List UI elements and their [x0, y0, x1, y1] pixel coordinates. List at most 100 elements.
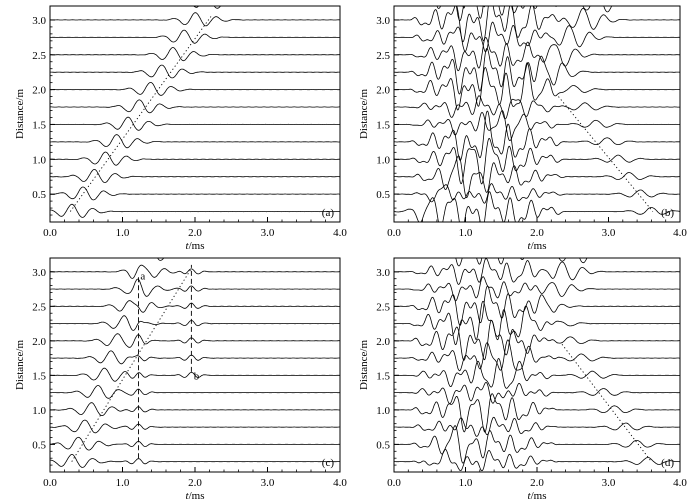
x-axis-label-unit: /ms — [189, 240, 205, 252]
x-tick-label: 1.0 — [116, 477, 130, 489]
x-axis-label-var: t — [186, 490, 190, 501]
x-tick-label: 4.0 — [673, 477, 687, 489]
x-axis-label-unit: /ms — [531, 490, 547, 501]
traces — [50, 6, 340, 218]
panel-d: 0.0 1.0 2.0 3.0 4.0 0.5 1.0 1.5 2.0 2.5 3.0 t/ms Dis… — [358, 257, 687, 501]
trace-1 — [394, 449, 680, 472]
plot-frame — [393, 5, 681, 223]
trace-9 — [50, 315, 340, 331]
annotation-a: a — [140, 270, 145, 282]
panel-c: 0.0 1.0 2.0 3.0 4.0 0.5 1.0 1.5 2.0 2.5 3.0 t/ms Dis… — [14, 257, 347, 501]
trace-6 — [394, 358, 680, 389]
trace-10 — [50, 47, 340, 62]
x-tick-label: 3.0 — [261, 477, 275, 489]
traces — [394, 6, 680, 222]
y-tick-label: 3.0 — [32, 15, 46, 27]
x-tick-label: 2.0 — [530, 477, 544, 489]
x-tick-label: 2.0 — [530, 227, 544, 239]
trace-9 — [394, 47, 680, 95]
trace-7 — [394, 339, 680, 372]
trace-7 — [50, 99, 340, 114]
trace-12 — [50, 264, 340, 279]
x-tick-label: 3.0 — [602, 227, 616, 239]
trace-7 — [394, 95, 680, 120]
y-tick-label: 0.5 — [376, 439, 390, 451]
x-tick-label: 3.0 — [261, 227, 275, 239]
y-tick-label: 0.5 — [32, 189, 46, 201]
y-tick-label: 1.0 — [32, 154, 46, 166]
dotted-guide-line — [69, 16, 212, 212]
trace-3 — [50, 419, 340, 434]
x-tick-label: 1.0 — [459, 477, 473, 489]
trace-12 — [50, 12, 340, 27]
y-axis-label: Distance/m — [358, 89, 370, 140]
trace-11 — [50, 29, 340, 44]
trace-8 — [394, 62, 680, 111]
panel-label: (c) — [322, 457, 335, 469]
panel-label: (a) — [322, 207, 335, 219]
x-tick-label: 2.0 — [188, 477, 202, 489]
y-tick-label: 3.0 — [376, 267, 390, 279]
x-tick-label: 1.0 — [116, 227, 130, 239]
dotted-guide-line — [71, 268, 192, 462]
x-axis-label-var: t — [186, 240, 190, 252]
x-tick-label: 0.0 — [387, 227, 401, 239]
trace-10 — [394, 36, 680, 72]
trace-11 — [394, 276, 680, 302]
x-axis-label: t/ms — [528, 240, 547, 252]
x-tick-label: 4.0 — [333, 227, 347, 239]
y-tick-label: 2.0 — [32, 85, 46, 97]
trace-9 — [394, 300, 680, 346]
trace-6 — [50, 367, 340, 382]
trace-4 — [50, 151, 340, 166]
x-axis-label: t/ms — [186, 490, 205, 501]
x-tick-label: 0.0 — [43, 227, 57, 239]
trace-6 — [394, 110, 680, 141]
x-tick-label: 0.0 — [43, 477, 57, 489]
trace-1 — [394, 191, 680, 222]
trace-2 — [394, 425, 680, 464]
trace-6 — [50, 116, 340, 131]
x-axis-label-unit: /ms — [189, 490, 205, 501]
y-tick-label: 1.0 — [376, 405, 390, 417]
panel-b: 0.0 1.0 2.0 3.0 4.0 0.5 1.0 1.5 2.0 2.5 3.0 t/ms Dis… — [358, 5, 687, 252]
trace-5 — [394, 110, 680, 161]
x-axis-label-var: t — [528, 240, 532, 252]
x-tick-label: 4.0 — [673, 227, 687, 239]
trace-3 — [394, 155, 680, 199]
trace-2 — [50, 186, 340, 201]
x-tick-label: 2.0 — [188, 227, 202, 239]
trace-3 — [50, 169, 340, 183]
y-tick-label: 1.5 — [376, 370, 390, 382]
trace-10 — [50, 300, 340, 313]
trace-5 — [50, 385, 340, 399]
trace-12 — [394, 258, 680, 285]
trace-11 — [394, 21, 680, 53]
trace-13 — [193, 6, 221, 9]
trace-4 — [394, 137, 680, 185]
x-axis-label: t/ms — [528, 490, 547, 501]
y-tick-label: 1.5 — [32, 370, 46, 382]
y-axis-label: Distance/m — [14, 89, 26, 140]
panel-label: (b) — [661, 207, 674, 219]
trace-8 — [394, 320, 680, 361]
y-tick-label: 3.0 — [376, 15, 390, 27]
trace-5 — [50, 134, 340, 149]
plot-frame — [49, 257, 341, 473]
trace-8 — [50, 81, 340, 96]
trace-12 — [394, 6, 680, 43]
y-axis-label: Distance/m — [358, 340, 370, 391]
x-axis-label-var: t — [528, 490, 532, 501]
traces — [394, 258, 680, 472]
y-tick-label: 2.0 — [376, 336, 390, 348]
y-tick-label: 1.5 — [376, 119, 390, 131]
y-tick-label: 3.0 — [32, 267, 46, 279]
trace-5 — [394, 381, 680, 404]
y-tick-label: 2.0 — [32, 336, 46, 348]
x-tick-label: 1.0 — [459, 227, 473, 239]
x-axis-label: t/ms — [186, 240, 205, 252]
y-tick-label: 2.5 — [376, 301, 390, 313]
traces — [50, 258, 340, 468]
trace-7 — [50, 350, 340, 365]
